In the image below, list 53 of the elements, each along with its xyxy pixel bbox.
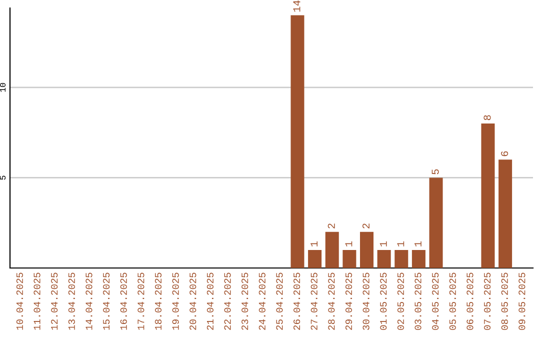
x-tick-label: 18.04.2025 [154,272,162,330]
x-tick-label: 26.04.2025 [293,272,300,330]
x-tick-label: 01.05.2025 [380,272,387,330]
data-label: 1 [310,241,318,246]
x-tick-label: 08.05.2025 [501,272,508,330]
bar [498,160,512,268]
bar [481,124,495,268]
x-tick-label: 25.04.2025 [276,272,283,330]
data-label: 6 [501,151,508,156]
x-tick-label: 04.05.2025 [432,272,439,330]
bar [308,250,322,268]
x-tick-label: 03.05.2025 [414,272,422,330]
x-tick-label: 16.04.2025 [120,272,127,330]
x-tick-label: 29.04.2025 [345,272,352,330]
data-label: 1 [414,241,422,246]
bar [412,250,426,268]
data-label: 8 [484,115,491,120]
x-tick-label: 02.05.2025 [397,272,404,330]
x-tick-label: 21.04.2025 [206,272,214,330]
x-tick-label: 28.04.2025 [328,272,335,330]
data-label: 5 [432,169,439,174]
data-label: 1 [397,241,404,246]
x-tick-label: 07.05.2025 [484,272,491,330]
data-label: 14 [293,0,300,12]
bar [377,250,391,268]
data-label: 2 [362,224,370,228]
bar [290,15,304,268]
x-tick-label: 30.04.2025 [362,272,370,330]
data-label: 1 [380,241,387,246]
x-tick-label: 22.04.2025 [224,272,231,330]
bar [394,250,408,268]
x-tick-label: 06.05.2025 [466,272,474,330]
x-tick-label: 19.04.2025 [172,272,179,330]
x-tick-label: 11.04.2025 [34,272,40,330]
x-tick-label: 13.04.2025 [68,272,75,330]
x-tick-label: 10.04.2025 [16,272,23,330]
x-tick-label: 24.04.2025 [258,272,266,330]
data-label: 1 [345,241,352,246]
bar [342,250,356,268]
x-tick-label: 09.05.2025 [518,272,526,330]
x-tick-label: 14.04.2025 [86,272,92,330]
x-tick-label: 17.04.2025 [138,272,144,330]
bar [429,178,443,268]
y-tick-label: 10 [0,82,6,92]
data-label: 2 [328,224,335,228]
x-tick-label: 15.04.2025 [102,272,110,330]
x-tick-label: 27.04.2025 [310,272,318,330]
x-tick-label: 20.04.2025 [190,272,196,330]
x-tick-label: 05.05.2025 [449,272,456,330]
x-tick-label: 23.04.2025 [242,272,248,330]
x-tick-label: 12.04.2025 [51,272,58,330]
bar [360,232,374,268]
bar [325,232,339,268]
